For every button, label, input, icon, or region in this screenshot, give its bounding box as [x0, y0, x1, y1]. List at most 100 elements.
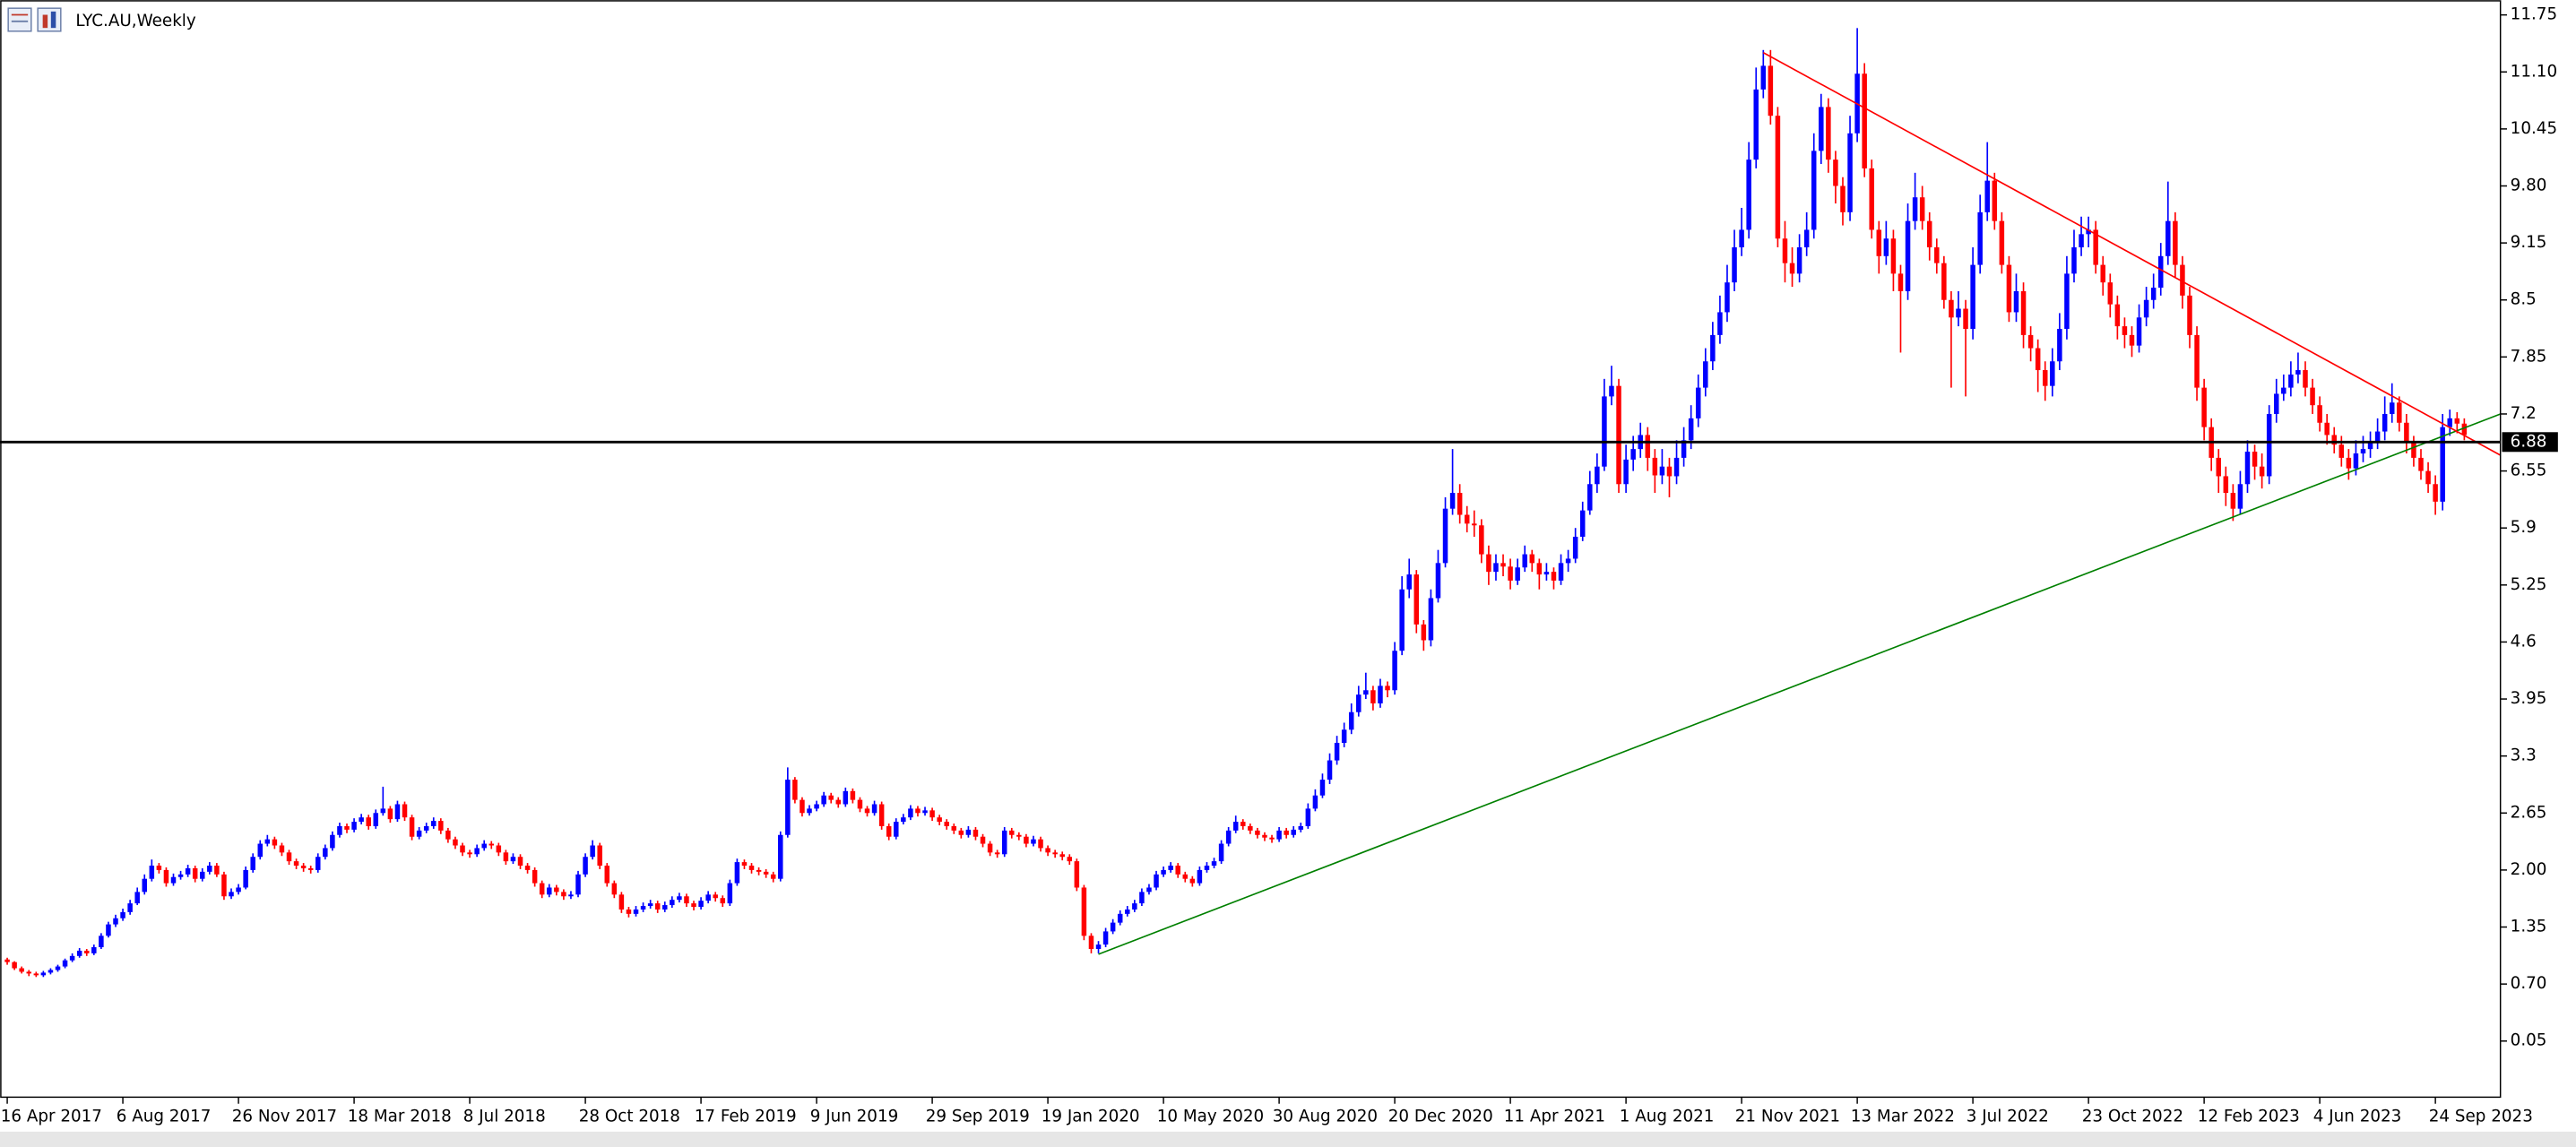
candle-body — [1782, 238, 1788, 263]
candle-body — [1515, 567, 1520, 581]
candle-body — [48, 970, 54, 973]
candle-body — [1435, 563, 1441, 599]
candle-body — [1067, 857, 1073, 862]
candle-body — [814, 804, 819, 809]
x-tick-label: 21 Nov 2021 — [1735, 1107, 1840, 1125]
candle-body — [1862, 73, 1867, 168]
candle-body — [1248, 825, 1253, 831]
candle-body — [2027, 334, 2034, 349]
candle-body — [2237, 484, 2243, 509]
candle-body — [547, 887, 552, 895]
candle-body — [1941, 263, 1947, 300]
x-tick-label: 4 Jun 2023 — [2313, 1107, 2402, 1125]
candle-body — [1493, 563, 1499, 573]
candle-body — [2346, 457, 2352, 469]
candle-body — [583, 857, 588, 875]
candle-body — [1803, 229, 1810, 248]
candle-body — [1883, 238, 1889, 256]
candle-body — [561, 892, 566, 897]
candle-body — [134, 892, 140, 904]
candle-body — [330, 834, 335, 849]
candle-body — [611, 883, 618, 895]
candle-body — [2338, 444, 2345, 458]
candle-body — [62, 960, 68, 967]
candle-body — [496, 845, 502, 853]
candle-body — [293, 861, 299, 867]
candle-body — [922, 810, 928, 814]
candle-body — [1168, 866, 1173, 870]
candle-body — [2194, 334, 2200, 388]
candle-body — [1826, 107, 1831, 160]
candle-body — [1876, 229, 1882, 256]
candle-body — [1522, 554, 1527, 568]
candle-body — [2173, 220, 2178, 265]
candle-body — [1102, 931, 1109, 945]
candle-body — [1110, 922, 1116, 932]
candle-body — [835, 799, 842, 805]
candle-body — [474, 848, 480, 855]
icon[interactable] — [37, 7, 62, 32]
candle-body — [958, 830, 964, 835]
candle-body — [2440, 427, 2445, 502]
candle-body — [1739, 229, 1744, 248]
candle-body — [2447, 418, 2452, 427]
candle-body — [980, 836, 986, 844]
candle-body — [915, 808, 921, 814]
candle-body — [1081, 887, 1087, 936]
candle-body — [713, 894, 718, 899]
candle-body — [1428, 598, 1434, 641]
y-tick-label: 5.9 — [2511, 518, 2537, 537]
chart-title: LYC.AU,Weekly — [75, 12, 196, 30]
candle-body — [1312, 795, 1318, 809]
scrollbar[interactable] — [0, 1131, 2576, 1147]
candle-body — [409, 817, 415, 837]
y-tick-label: 0.70 — [2511, 974, 2547, 993]
x-tick-label: 3 Jul 2022 — [1967, 1107, 2049, 1125]
x-tick-label: 28 Oct 2018 — [579, 1107, 680, 1125]
candle-body — [604, 866, 610, 884]
candle-body — [142, 878, 148, 893]
candle-body — [1551, 572, 1557, 581]
candle-body — [770, 874, 776, 879]
candle-body — [1775, 116, 1781, 239]
candle-body — [279, 845, 285, 853]
candle-body — [2180, 264, 2185, 296]
candle-body — [113, 918, 118, 925]
candle-body — [1869, 168, 1874, 230]
candle-body — [878, 804, 885, 826]
candle-body — [307, 867, 314, 870]
candle-body — [994, 852, 1000, 855]
candle-body — [1486, 554, 1491, 573]
candle-body — [1833, 160, 1838, 186]
candle-body — [99, 936, 104, 948]
candle-body — [1392, 651, 1397, 691]
candle-body — [800, 799, 805, 814]
candle-body — [2310, 387, 2315, 406]
x-tick-label: 1 Aug 2021 — [1620, 1107, 1715, 1125]
icon[interactable] — [7, 7, 32, 32]
candle-body — [1912, 197, 1918, 221]
candle-body — [2013, 290, 2019, 313]
candle-body — [2079, 234, 2084, 248]
y-tick-label: 8.5 — [2511, 290, 2537, 309]
candle-body — [1753, 89, 1759, 160]
candle-body — [1645, 435, 1651, 458]
candle-body — [1406, 574, 1412, 590]
candle-body — [257, 843, 264, 858]
candle-body — [972, 829, 979, 837]
candle-body — [1204, 866, 1210, 870]
candle-body — [250, 857, 255, 870]
candle-body — [2266, 413, 2272, 477]
x-tick-label: 8 Jul 2018 — [463, 1107, 546, 1125]
candle-body — [2418, 457, 2424, 471]
candle-body — [1479, 525, 1484, 555]
candle-body — [2122, 326, 2128, 335]
candle-body — [344, 825, 350, 830]
y-tick-label: 1.35 — [2511, 918, 2547, 936]
candle-body — [286, 852, 292, 862]
candle-body — [792, 780, 798, 800]
candle-body — [2157, 255, 2164, 289]
candle-body — [1045, 848, 1050, 853]
candle-body — [1609, 385, 1614, 397]
candle-body — [1746, 160, 1751, 230]
